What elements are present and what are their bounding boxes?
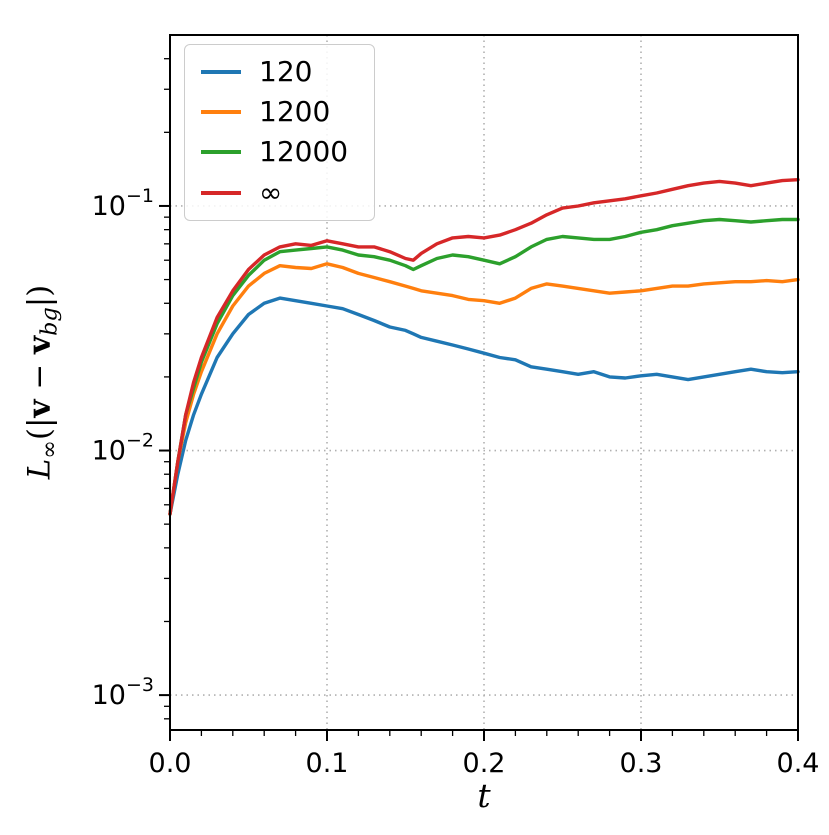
legend-label: 1200 — [259, 95, 331, 129]
y-axis-label: L∞(|v − vbg|) — [21, 285, 62, 480]
series-line-1200 — [168, 262, 800, 516]
legend-item: 120 — [201, 55, 348, 88]
y-label-L: L — [21, 458, 58, 480]
legend-line-swatch — [201, 110, 241, 115]
x-axis-label: t — [477, 776, 491, 815]
y-label-minus: − — [21, 353, 58, 400]
y-tick-label: 10−2 — [92, 430, 154, 467]
y-label-inf-sub: ∞ — [36, 440, 63, 459]
y-label-v2: v — [21, 335, 58, 354]
y-label-v1: v — [21, 399, 58, 418]
plot-border — [169, 34, 799, 731]
legend-label: ∞ — [259, 175, 283, 209]
legend-label: 12000 — [259, 135, 349, 169]
y-label-bg-sub: bg — [36, 307, 63, 336]
legend-line-swatch — [201, 70, 241, 75]
y-label-close: |) — [21, 284, 58, 308]
legend: 120 1200 12000 ∞ — [184, 44, 376, 221]
legend-line-swatch — [201, 190, 241, 195]
y-tick-label: 10−3 — [92, 674, 154, 711]
legend-label: 120 — [259, 55, 313, 88]
x-tick-label: 0.4 — [777, 748, 820, 779]
x-tick-label: 0.2 — [463, 748, 506, 779]
legend-item: 1200 — [201, 95, 348, 129]
y-tick-label: 10−1 — [92, 185, 154, 222]
series-line-12000 — [168, 217, 800, 516]
x-tick-label: 0.0 — [149, 748, 192, 779]
y-label-open: (| — [21, 417, 58, 441]
x-tick-label: 0.1 — [306, 748, 349, 779]
series-line-120 — [168, 296, 800, 516]
legend-item: 12000 — [201, 136, 348, 168]
series-line-∞ — [168, 178, 800, 516]
legend-line-swatch — [201, 150, 241, 155]
x-tick-label: 0.3 — [620, 748, 663, 779]
legend-item: ∞ — [201, 175, 348, 209]
